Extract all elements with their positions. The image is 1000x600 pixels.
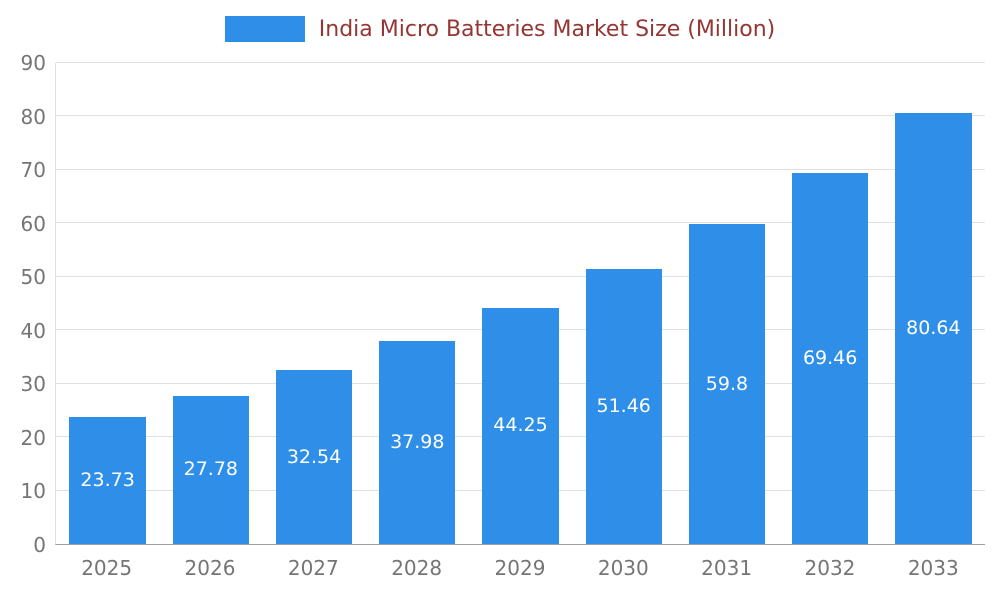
bar[interactable]: 23.73 xyxy=(69,417,146,544)
x-tick-label: 2027 xyxy=(287,556,339,580)
x-axis: 2025 2026 2027 2028 2029 2030 2031 2032 2033 xyxy=(55,556,985,580)
y-tick-label: 50 xyxy=(20,265,46,290)
y-tick-label: 70 xyxy=(20,158,46,183)
bar-band: 44.25 xyxy=(469,63,572,544)
x-tick-label: 2033 xyxy=(907,556,959,580)
y-tick-label: 10 xyxy=(20,479,46,504)
chart-legend[interactable]: India Micro Batteries Market Size (Milli… xyxy=(0,16,1000,42)
gridline xyxy=(56,62,985,63)
bar-band: 27.78 xyxy=(159,63,262,544)
x-tick-label: 2026 xyxy=(184,556,236,580)
bar-value-label: 37.98 xyxy=(390,431,445,454)
x-tick-label: 2025 xyxy=(81,556,133,580)
bar[interactable]: 80.64 xyxy=(895,113,972,544)
gridline xyxy=(56,168,985,170)
x-tick-label: 2029 xyxy=(494,556,546,580)
bar-band: 37.98 xyxy=(366,63,469,544)
plot-area: 23.73 27.78 32.54 37.98 44.25 51.46 59.8 69.46 8… xyxy=(55,62,985,545)
y-tick-label: 80 xyxy=(20,104,46,129)
gridline xyxy=(56,275,985,277)
y-axis: 0 10 20 30 40 50 60 70 80 90 xyxy=(0,53,46,555)
x-tick-label: 2032 xyxy=(804,556,856,580)
bar-band: 23.73 xyxy=(56,63,159,544)
bar-value-label: 69.46 xyxy=(802,346,858,369)
x-tick-label: 2031 xyxy=(701,556,753,580)
bar-value-label: 59.8 xyxy=(705,372,749,395)
bar[interactable]: 59.8 xyxy=(688,224,766,544)
bar-band: 69.46 xyxy=(779,63,882,544)
bar-value-label: 44.25 xyxy=(493,414,548,437)
bar[interactable]: 69.46 xyxy=(791,172,869,544)
bar-value-label: 32.54 xyxy=(286,445,342,468)
gridline xyxy=(56,115,985,117)
y-tick-label: 30 xyxy=(20,372,46,397)
bar-band: 59.8 xyxy=(675,63,778,544)
bar[interactable]: 44.25 xyxy=(482,307,559,544)
bar-value-label: 23.73 xyxy=(80,469,135,492)
x-tick-label: 2030 xyxy=(597,556,649,580)
bar-band: 32.54 xyxy=(262,63,365,544)
y-tick-label: 20 xyxy=(20,425,46,450)
bar[interactable]: 27.78 xyxy=(172,395,250,544)
x-tick-label: 2028 xyxy=(391,556,443,580)
y-tick-label: 90 xyxy=(20,51,46,75)
legend-swatch xyxy=(224,16,305,42)
bar[interactable]: 51.46 xyxy=(585,268,662,544)
y-tick-label: 0 xyxy=(33,533,46,557)
y-tick-label: 60 xyxy=(20,211,46,236)
bar-band: 80.64 xyxy=(882,63,985,544)
bar-value-label: 80.64 xyxy=(906,317,961,340)
gridline xyxy=(56,222,985,224)
chart-title: India Micro Batteries Market Size (Milli… xyxy=(318,16,776,42)
bar-value-label: 51.46 xyxy=(596,394,651,417)
bar[interactable]: 37.98 xyxy=(379,341,456,544)
bars-container: 23.73 27.78 32.54 37.98 44.25 51.46 59.8 69.46 8… xyxy=(56,63,985,544)
bar[interactable]: 32.54 xyxy=(275,370,353,544)
y-tick-label: 40 xyxy=(20,318,46,343)
bar-band: 51.46 xyxy=(572,63,675,544)
bar-value-label: 27.78 xyxy=(183,458,239,481)
